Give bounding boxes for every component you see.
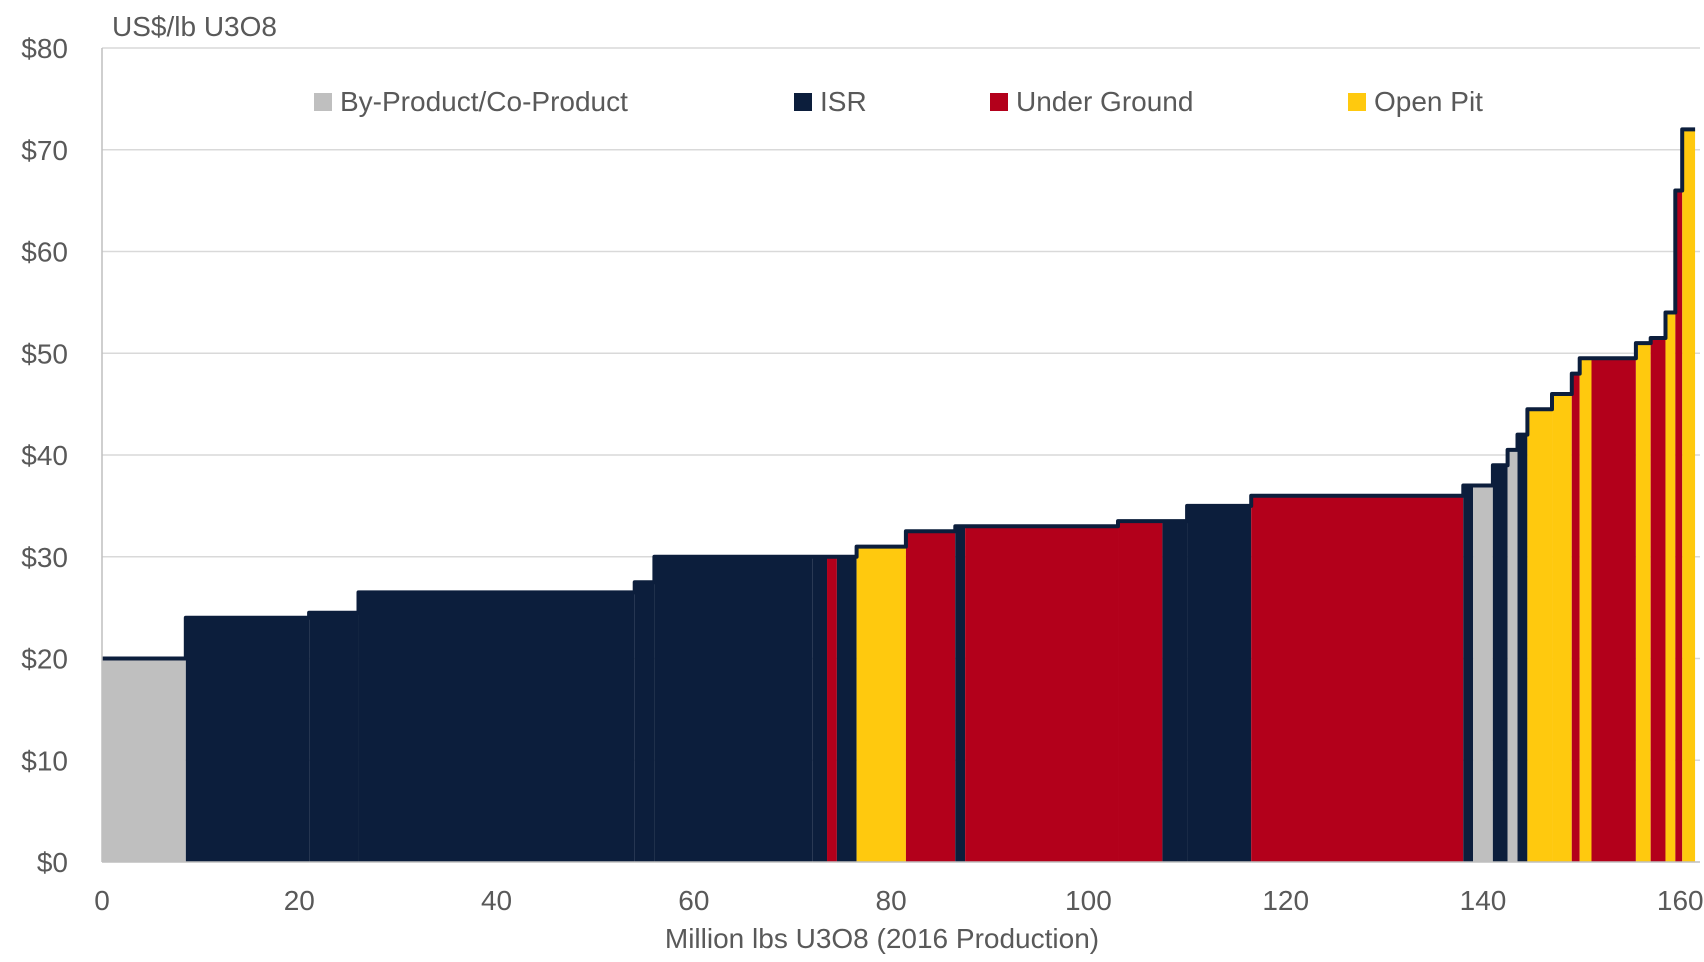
legend-label: Open Pit xyxy=(1374,86,1483,117)
bar-isr-2 xyxy=(309,612,359,862)
axis-layer: $0 $10 $20 $30 $40 $50 $60 $70 $80 0 20 40 60 80 100 12… xyxy=(21,33,1703,916)
bar-openpit-29 xyxy=(1665,312,1676,862)
legend-item-isr: ISR xyxy=(794,86,867,117)
legend-item-underground: Under Ground xyxy=(990,86,1193,117)
bars-layer xyxy=(102,129,1696,862)
x-tick-label: 20 xyxy=(284,885,315,916)
legend: By-Product/Co-Product ISR Under Ground Open… xyxy=(314,86,1483,117)
y-tick-label: $60 xyxy=(21,237,68,268)
legend-item-openpit: Open Pit xyxy=(1348,86,1483,117)
x-tick-label: 0 xyxy=(94,885,110,916)
bar-openpit-27 xyxy=(1635,343,1651,862)
bar-isr-1 xyxy=(185,617,310,862)
bar-isr-15 xyxy=(1187,505,1252,862)
legend-swatch xyxy=(1348,93,1366,111)
bar-isr-14 xyxy=(1162,521,1188,862)
line-layer xyxy=(102,127,1696,661)
legend-label: By-Product/Co-Product xyxy=(340,86,628,117)
x-tick-label: 120 xyxy=(1262,885,1309,916)
bar-underground-7 xyxy=(827,556,837,862)
bar-underground-30 xyxy=(1675,190,1683,862)
y-tick-label: $40 xyxy=(21,440,68,471)
bar-openpit-25 xyxy=(1579,358,1592,862)
legend-swatch xyxy=(794,93,812,111)
y-tick-label: $50 xyxy=(21,338,68,369)
y-tick-label: $10 xyxy=(21,745,68,776)
y-axis-title: US$/lb U3O8 xyxy=(112,11,277,42)
y-tick-label: $20 xyxy=(21,644,68,675)
bar-openpit-31 xyxy=(1682,129,1696,862)
x-axis-title: Million lbs U3O8 (2016 Production) xyxy=(665,923,1099,954)
bar-isr-11 xyxy=(955,526,966,862)
legend-item-byproduct: By-Product/Co-Product xyxy=(314,86,628,117)
legend-swatch xyxy=(990,93,1008,111)
x-tick-label: 160 xyxy=(1657,885,1704,916)
bar-byproduct-18 xyxy=(1473,485,1493,862)
x-tick-label: 100 xyxy=(1065,885,1112,916)
bar-isr-8 xyxy=(836,556,857,862)
bar-underground-24 xyxy=(1571,373,1580,862)
bar-openpit-23 xyxy=(1552,393,1572,862)
bar-isr-6 xyxy=(812,556,828,862)
cost-curve-outline xyxy=(102,127,1696,661)
y-tick-label: $0 xyxy=(37,847,68,878)
x-tick-label: 80 xyxy=(876,885,907,916)
bar-isr-17 xyxy=(1463,485,1474,862)
bar-underground-26 xyxy=(1591,358,1636,862)
y-tick-label: $80 xyxy=(21,33,68,64)
x-tick-label: 40 xyxy=(481,885,512,916)
bar-isr-3 xyxy=(358,592,635,862)
bar-isr-21 xyxy=(1517,434,1528,862)
bar-underground-10 xyxy=(905,531,956,862)
bar-byproduct-20 xyxy=(1507,449,1518,862)
legend-label: Under Ground xyxy=(1016,86,1193,117)
bar-isr-19 xyxy=(1492,465,1508,862)
bar-underground-13 xyxy=(1118,521,1163,862)
x-tick-label: 60 xyxy=(678,885,709,916)
bar-byproduct-0 xyxy=(102,658,186,862)
legend-label: ISR xyxy=(820,86,867,117)
y-tick-label: $30 xyxy=(21,542,68,573)
bar-underground-12 xyxy=(965,526,1119,862)
legend-swatch xyxy=(314,93,332,111)
bar-underground-16 xyxy=(1251,495,1464,862)
y-tick-label: $70 xyxy=(21,135,68,166)
bar-openpit-9 xyxy=(856,546,906,862)
bar-isr-5 xyxy=(654,556,813,862)
bar-underground-28 xyxy=(1650,337,1666,862)
x-tick-label: 140 xyxy=(1460,885,1507,916)
bar-openpit-22 xyxy=(1527,409,1553,862)
bar-isr-4 xyxy=(634,582,655,862)
